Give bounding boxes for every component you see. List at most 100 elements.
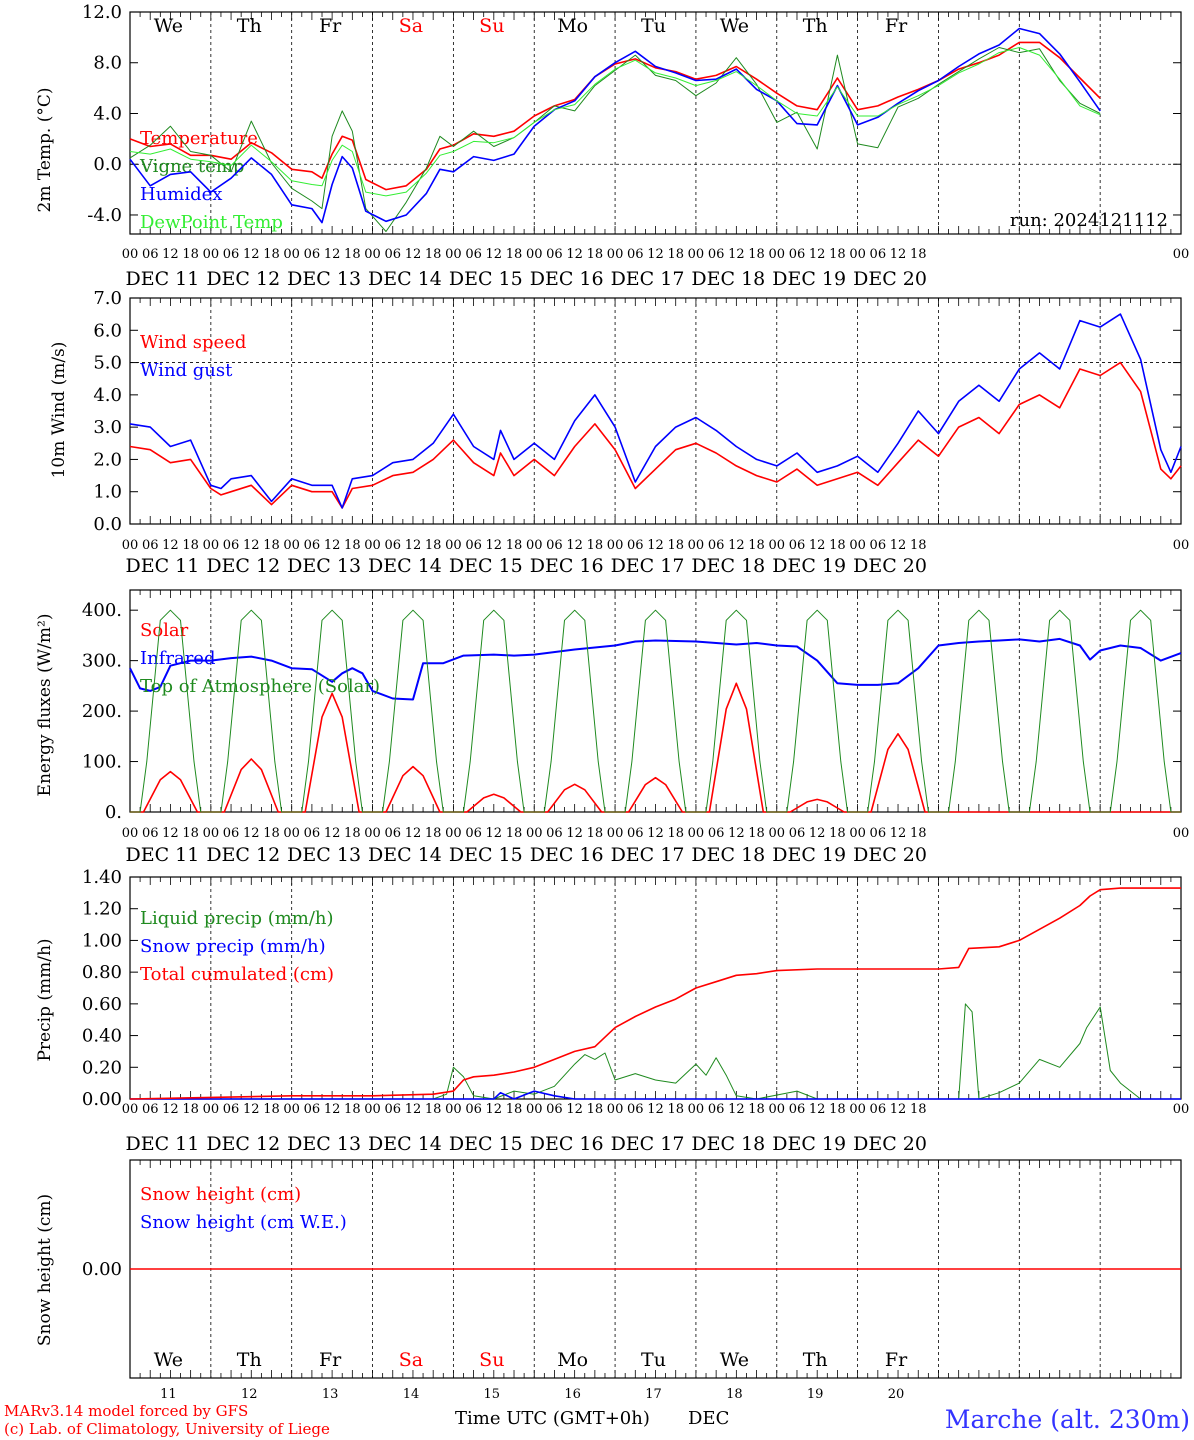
hour-label-wind: 06 [546,538,563,553]
day-number-label: 16 [564,1387,581,1402]
weekday-label-snow: Fr [319,1349,342,1371]
date-label-temp: DEC 12 [206,268,280,290]
date-label-temp: DEC 19 [772,268,846,290]
hour-label-temp: 12 [728,247,745,262]
hour-label-temp: 12 [809,247,826,262]
hour-label-energy: 06 [304,826,321,841]
ylabel-snow: Snow height (cm) [35,1194,55,1346]
legend-precip-1: Snow precip (mm/h) [140,936,326,957]
hour-label-temp: 18 [829,247,846,262]
weekday-label-temp: Sa [399,15,423,37]
date-label-precip: DEC 15 [449,1133,523,1155]
hour-label-wind: 00 [688,538,705,553]
hour-label-precip: 12 [486,1102,503,1117]
hour-label-precip: 06 [708,1102,725,1117]
hour-label-wind: 00 [849,538,866,553]
hour-label-wind: 18 [425,538,442,553]
hour-label-wind: 12 [890,538,907,553]
ytick-label-snow: 0.00 [82,1259,122,1280]
series-line-wind-0 [129,361,1182,509]
hour-label-temp: 06 [708,247,725,262]
hour-label-precip: 18 [829,1102,846,1117]
hour-label-precip: 06 [223,1102,240,1117]
legend-wind-0: Wind speed [140,332,246,353]
ytick-label-precip: 0.40 [82,1026,122,1047]
hour-label-wind: 12 [486,538,503,553]
hour-label-temp: 06 [223,247,240,262]
hour-label-precip: 12 [728,1102,745,1117]
legend-energy-2: Top of Atmosphere (Solar) [140,676,380,697]
series-line-wind-1 [129,313,1182,509]
date-label-temp: DEC 13 [287,268,361,290]
ytick-label-wind: 3.0 [93,417,122,438]
hour-label-temp: 06 [546,247,563,262]
hour-label-energy: 18 [748,826,765,841]
hour-label-temp: 12 [486,247,503,262]
date-label-precip: DEC 19 [772,1133,846,1155]
hour-label-precip: 12 [809,1102,826,1117]
hour-label-temp: 00 [688,247,705,262]
hour-label-wind: 06 [465,538,482,553]
hour-label-energy: 12 [647,826,664,841]
hour-label-end-precip: 00 [1173,1102,1190,1117]
series-line-energy-2 [130,609,1181,813]
hour-label-precip: 06 [870,1102,887,1117]
date-label-temp: DEC 17 [611,268,685,290]
ytick-label-precip: 0.60 [82,994,122,1015]
date-label-wind: DEC 18 [691,555,765,577]
date-label-precip: DEC 12 [206,1133,280,1155]
ytick-label-wind: 4.0 [93,385,122,406]
weekday-label-snow: We [720,1349,749,1371]
hour-label-wind: 00 [203,538,220,553]
hour-label-temp: 00 [526,247,543,262]
date-label-energy: DEC 13 [287,844,361,866]
date-label-wind: DEC 17 [611,555,685,577]
ytick-label-wind: 6.0 [93,320,122,341]
hour-label-wind: 00 [768,538,785,553]
hour-label-temp: 18 [344,247,361,262]
hour-label-wind: 18 [829,538,846,553]
footer-site: Marche (alt. 230m) [945,1405,1190,1434]
day-number-label: 19 [807,1387,824,1402]
hour-label-precip: 18 [425,1102,442,1117]
hour-label-precip: 06 [465,1102,482,1117]
hour-label-precip: 18 [667,1102,684,1117]
hour-label-wind: 06 [384,538,401,553]
hour-label-energy: 12 [162,826,179,841]
footer-xlabel: Time UTC (GMT+0h) [455,1408,650,1429]
hour-label-energy: 00 [526,826,543,841]
hour-label-temp: 00 [203,247,220,262]
hour-label-precip: 18 [182,1102,199,1117]
day-number-label: 20 [888,1387,905,1402]
hour-label-energy: 06 [546,826,563,841]
ytick-label-precip: 1.00 [82,930,122,951]
hour-label-precip: 12 [890,1102,907,1117]
hour-label-energy: 00 [122,826,139,841]
series-line-temp-2 [129,27,1101,224]
hour-label-wind: 00 [364,538,381,553]
ytick-label-wind: 5.0 [93,353,122,374]
ytick-label-wind: 2.0 [93,449,122,470]
date-label-wind: DEC 15 [449,555,523,577]
hour-label-precip: 06 [384,1102,401,1117]
hour-label-precip: 18 [748,1102,765,1117]
hour-label-temp: 06 [870,247,887,262]
ylabel-energy: Energy fluxes (W/m²) [35,614,55,797]
hour-label-temp: 12 [566,247,583,262]
date-label-wind: DEC 12 [206,555,280,577]
hour-label-wind: 06 [627,538,644,553]
hour-label-energy: 18 [587,826,604,841]
date-label-wind: DEC 14 [368,555,442,577]
hour-label-precip: 00 [607,1102,624,1117]
hour-label-energy: 12 [405,826,422,841]
hour-label-precip: 00 [849,1102,866,1117]
ytick-label-precip: 0.20 [82,1057,122,1078]
hour-label-precip: 06 [304,1102,321,1117]
day-number-label: 13 [322,1387,339,1402]
hour-label-energy: 06 [465,826,482,841]
hour-label-temp: 18 [182,247,199,262]
hour-label-wind: 00 [445,538,462,553]
ytick-label-energy: 300. [82,651,122,672]
date-label-energy: DEC 18 [691,844,765,866]
hour-label-energy: 18 [344,826,361,841]
